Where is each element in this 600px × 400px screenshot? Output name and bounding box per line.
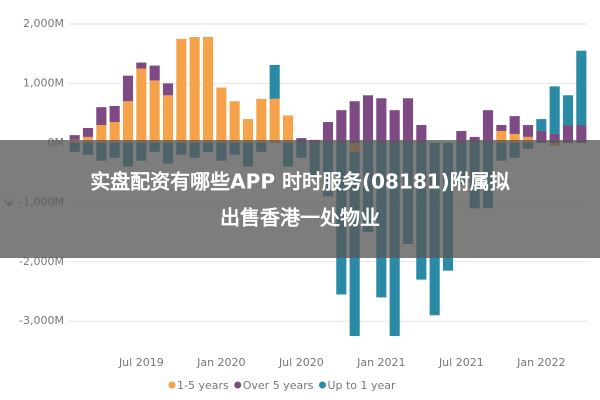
bar (456, 130, 467, 143)
bar (176, 38, 187, 143)
bar (109, 122, 120, 143)
bar (136, 68, 147, 143)
bar (256, 98, 267, 143)
x-tick-label: Jul 2021 (438, 356, 484, 369)
bar (82, 127, 94, 137)
bar (349, 101, 360, 143)
bar (536, 130, 547, 143)
headline-band (0, 140, 600, 258)
legend-label: Up to 1 year (327, 379, 396, 392)
bar (509, 116, 520, 134)
bar (496, 130, 507, 143)
legend-marker (318, 381, 326, 389)
bar (109, 105, 120, 123)
bar (522, 136, 534, 143)
bar (482, 110, 494, 143)
bar (322, 122, 334, 143)
bar (509, 133, 520, 143)
bar (522, 125, 534, 137)
bar (242, 119, 254, 143)
bar (362, 95, 374, 143)
bar (149, 65, 160, 81)
bar (69, 135, 80, 140)
bar (562, 125, 574, 143)
x-tick-label: Jan 2022 (516, 356, 565, 369)
bar (496, 125, 507, 131)
x-tick-label: Jul 2019 (118, 356, 164, 369)
legend-marker (234, 381, 242, 389)
bar (82, 136, 94, 143)
bar (136, 62, 147, 69)
bar (216, 87, 227, 143)
bar (549, 86, 560, 134)
bar (189, 37, 200, 143)
bar (336, 110, 347, 143)
bar (469, 136, 480, 143)
bar (402, 98, 414, 143)
bar (269, 64, 280, 99)
bar (576, 125, 587, 143)
y-tick-label: 2,000M (23, 17, 64, 30)
headline: 出售香港一处物业 (220, 206, 380, 230)
bar (96, 125, 107, 143)
x-tick-label: Jul 2020 (278, 356, 324, 369)
bar (562, 95, 574, 126)
y-tick-label: -2,000M (19, 255, 64, 268)
bar (96, 107, 107, 126)
y-tick-label: 1,000M (23, 76, 64, 89)
bar (282, 115, 294, 143)
bar (122, 101, 134, 143)
legend-label: Over 5 years (243, 379, 314, 392)
bar (416, 125, 427, 143)
headline: 实盘配资有哪些APP 时时服务(08181)附属拟 (90, 170, 510, 194)
bar (122, 75, 134, 102)
bar (576, 50, 587, 126)
bar (229, 101, 240, 143)
y-tick-label: -3,000M (19, 314, 64, 327)
bar (162, 83, 174, 96)
bar (376, 98, 387, 143)
legend-marker (168, 381, 176, 389)
bar (149, 80, 160, 143)
bar (549, 133, 560, 143)
bar (202, 37, 214, 143)
bar (389, 110, 400, 143)
legend-label: 1-5 years (177, 379, 229, 392)
bar (269, 98, 280, 143)
x-tick-label: Jan 2021 (356, 356, 405, 369)
x-tick-label: Jan 2020 (196, 356, 245, 369)
bar (536, 119, 547, 131)
bar (162, 95, 174, 143)
